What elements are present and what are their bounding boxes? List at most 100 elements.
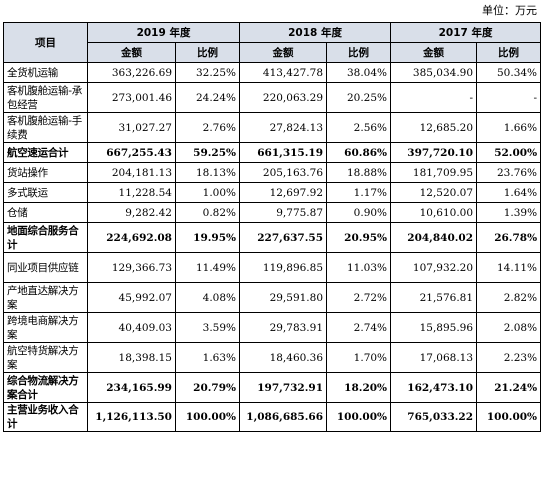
cell-ratio-2018: 20.25%: [326, 82, 392, 113]
cell-amount-2019: 11,228.54: [87, 182, 176, 203]
cell-amount-2019: 1,126,113.50: [87, 402, 176, 432]
cell-amount-2017: 12,520.07: [390, 182, 478, 203]
cell-amount-2019: 273,001.46: [87, 82, 176, 113]
cell-ratio-2018: 1.70%: [326, 342, 392, 373]
cell-ratio-2019: 24.24%: [174, 82, 241, 113]
cell-amount-2019: 667,255.43: [87, 142, 176, 163]
cell-amount-2018: 27,824.13: [239, 112, 328, 143]
cell-ratio-2017: 2.82%: [476, 282, 542, 313]
header-year-2018: 2018 年度: [239, 22, 392, 43]
cell-amount-2019: 40,409.03: [87, 312, 176, 343]
cell-ratio-2018: 11.03%: [326, 252, 392, 283]
header-year-2017: 2017 年度: [390, 22, 542, 43]
row-label: 地面综合服务合计: [3, 222, 88, 253]
table-body: 全货机运输 363,226.69 32.25% 413,427.78 38.04% 385…: [3, 62, 542, 432]
cell-amount-2017: 385,034.90: [390, 62, 478, 83]
cell-amount-2018: 12,697.92: [239, 182, 328, 203]
cell-ratio-2018: 2.74%: [326, 312, 392, 343]
row-label: 主营业务收入合计: [3, 402, 88, 432]
cell-amount-2019: 224,692.08: [87, 222, 176, 253]
cell-ratio-2019: 18.13%: [174, 162, 241, 183]
cell-amount-2018: 29,591.80: [239, 282, 328, 313]
cell-amount-2017: 765,033.22: [390, 402, 478, 432]
cell-ratio-2018: 1.17%: [326, 182, 392, 203]
header-amount: 金额: [87, 42, 176, 63]
table-row: 主营业务收入合计 1,126,113.50 100.00% 1,086,685.66 1…: [3, 402, 542, 432]
cell-amount-2019: 18,398.15: [87, 342, 176, 373]
cell-ratio-2019: 0.82%: [174, 202, 241, 223]
table-row: 航空速运合计 667,255.43 59.25% 661,315.19 60.86% 39…: [3, 142, 542, 163]
cell-ratio-2017: 100.00%: [476, 402, 542, 432]
row-label: 跨境电商解决方案: [3, 312, 88, 343]
cell-ratio-2017: 23.76%: [476, 162, 542, 183]
header-year-2019: 2019 年度: [86, 22, 241, 43]
header-ratio: 比例: [476, 42, 542, 63]
cell-ratio-2018: 18.88%: [326, 162, 392, 183]
cell-amount-2018: 413,427.78: [239, 62, 328, 83]
cell-amount-2018: 220,063.29: [239, 82, 328, 113]
cell-ratio-2017: 50.34%: [476, 62, 542, 83]
table-row: 综合物流解决方案合计 234,165.99 20.79% 197,732.91 18.2…: [3, 372, 542, 403]
row-label: 客机腹舱运输-承包经营: [3, 82, 88, 113]
cell-ratio-2019: 59.25%: [174, 142, 241, 163]
cell-amount-2019: 363,226.69: [87, 62, 176, 83]
header-ratio: 比例: [326, 42, 392, 63]
table-row: 客机腹舱运输-手续费 31,027.27 2.76% 27,824.13 2.56% 12…: [3, 112, 542, 143]
cell-ratio-2019: 20.79%: [174, 372, 241, 403]
cell-ratio-2017: -: [476, 82, 542, 113]
table-row: 跨境电商解决方案 40,409.03 3.59% 29,783.91 2.74% 15,8…: [3, 312, 542, 343]
cell-amount-2017: 12,685.20: [390, 112, 478, 143]
cell-ratio-2018: 100.00%: [326, 402, 392, 432]
row-label: 综合物流解决方案合计: [3, 372, 88, 403]
cell-ratio-2019: 11.49%: [174, 252, 241, 283]
cell-amount-2019: 129,366.73: [87, 252, 176, 283]
cell-ratio-2017: 1.66%: [476, 112, 542, 143]
cell-ratio-2018: 20.95%: [326, 222, 392, 253]
cell-ratio-2017: 2.23%: [476, 342, 542, 373]
row-label: 航空特货解决方案: [3, 342, 88, 373]
cell-amount-2018: 9,775.87: [239, 202, 328, 223]
cell-ratio-2017: 21.24%: [476, 372, 542, 403]
revenue-table: 项目 2019 年度 2018 年度 2017 年度 金额 比例 金额 比例 金…: [3, 22, 542, 432]
table-row: 地面综合服务合计 224,692.08 19.95% 227,637.55 20.95%…: [3, 222, 542, 253]
table-row: 产地直达解决方案 45,992.07 4.08% 29,591.80 2.72% 21,5…: [3, 282, 542, 313]
cell-ratio-2018: 0.90%: [326, 202, 392, 223]
cell-ratio-2019: 1.00%: [174, 182, 241, 203]
cell-amount-2018: 1,086,685.66: [239, 402, 328, 432]
cell-amount-2017: -: [390, 82, 478, 113]
cell-ratio-2018: 2.56%: [326, 112, 392, 143]
cell-ratio-2017: 2.08%: [476, 312, 542, 343]
cell-amount-2019: 9,282.42: [87, 202, 176, 223]
cell-ratio-2017: 1.64%: [476, 182, 542, 203]
cell-amount-2018: 29,783.91: [239, 312, 328, 343]
cell-amount-2017: 21,576.81: [390, 282, 478, 313]
cell-ratio-2019: 4.08%: [174, 282, 241, 313]
cell-ratio-2019: 19.95%: [174, 222, 241, 253]
cell-ratio-2018: 2.72%: [326, 282, 392, 313]
cell-amount-2019: 45,992.07: [87, 282, 176, 313]
cell-amount-2017: 204,840.02: [390, 222, 478, 253]
cell-amount-2017: 17,068.13: [390, 342, 478, 373]
table-row: 客机腹舱运输-承包经营 273,001.46 24.24% 220,063.29 20.…: [3, 82, 542, 113]
row-label: 航空速运合计: [3, 142, 88, 163]
cell-ratio-2018: 18.20%: [326, 372, 392, 403]
table-row: 仓储 9,282.42 0.82% 9,775.87 0.90% 10,610.00 1.3…: [3, 202, 542, 223]
cell-amount-2018: 119,896.85: [239, 252, 328, 283]
cell-amount-2017: 181,709.95: [390, 162, 478, 183]
header-ratio: 比例: [174, 42, 241, 63]
cell-amount-2018: 661,315.19: [239, 142, 328, 163]
cell-ratio-2017: 1.39%: [476, 202, 542, 223]
cell-ratio-2019: 32.25%: [174, 62, 241, 83]
cell-amount-2019: 234,165.99: [87, 372, 176, 403]
table-row: 多式联运 11,228.54 1.00% 12,697.92 1.17% 12,520.0…: [3, 182, 542, 203]
header-item: 项目: [3, 22, 88, 63]
cell-amount-2018: 197,732.91: [239, 372, 328, 403]
row-label: 同业项目供应链: [3, 252, 88, 283]
table-row: 航空特货解决方案 18,398.15 1.63% 18,460.36 1.70% 17,0…: [3, 342, 542, 373]
cell-amount-2017: 107,932.20: [390, 252, 478, 283]
row-label: 多式联运: [3, 182, 88, 203]
cell-amount-2017: 15,895.96: [390, 312, 478, 343]
cell-amount-2018: 18,460.36: [239, 342, 328, 373]
cell-ratio-2019: 3.59%: [174, 312, 241, 343]
cell-ratio-2019: 1.63%: [174, 342, 241, 373]
